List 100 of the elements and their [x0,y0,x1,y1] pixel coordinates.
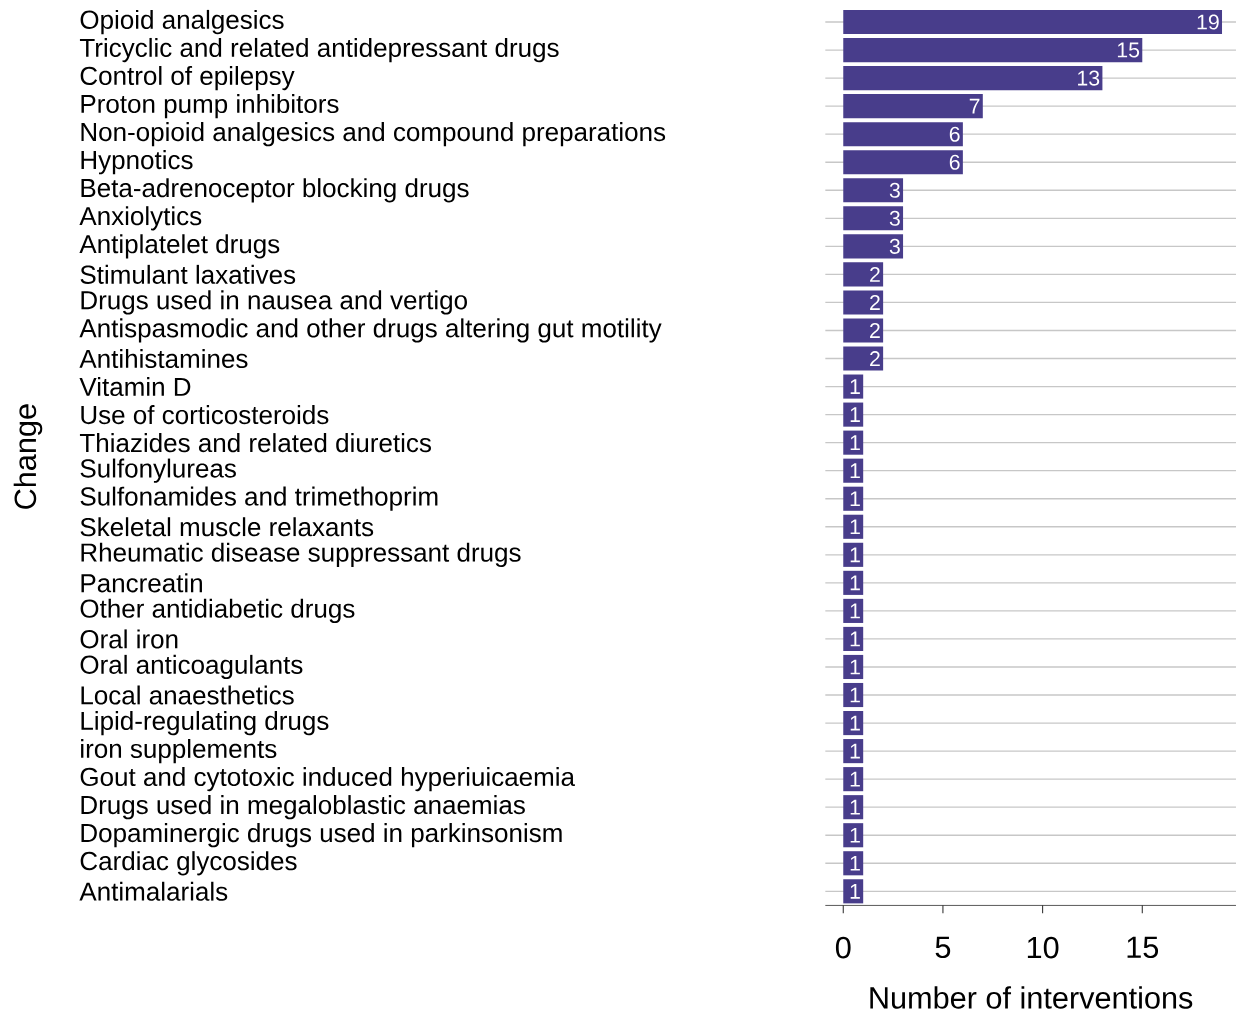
y-tick-label: Vitamin D [79,377,191,397]
data-label: 1 [850,603,860,619]
data-label: 1 [850,883,860,899]
y-tick-label: iron supplements [81,738,277,764]
y-tick-label: Rheumatic disease suppressant drugs [81,542,521,567]
bar [843,346,884,371]
x-tick-label: 0 [835,936,851,959]
bar [843,318,884,343]
data-label: 2 [870,323,880,338]
x-tick-label: 15 [1127,936,1159,959]
y-tick-label: Non-opioid analgesics and compound preparations [81,122,666,147]
bar [843,38,1143,63]
data-label: 1 [850,827,860,843]
bar [843,542,864,567]
bar [843,262,884,287]
x-tick-label: 10 [1027,936,1059,959]
bar [843,682,864,708]
y-tick-label: Thiazides and related diuretics [79,433,431,453]
bar [843,598,864,623]
y-tick-label: Hypnotics [81,150,193,175]
y-tick-label: Use of corticosteroids [81,405,329,425]
y-tick-label: Opioid analgesics [80,9,284,35]
bar [843,234,904,259]
y-tick-label: Proton pump inhibitors [81,94,339,119]
data-label: 1 [850,575,860,591]
y-tick-label: Antimalarials [79,881,228,901]
bar [843,178,904,203]
y-tick-label: Tricyclic and related antidepressant drugs [79,37,559,63]
y-tick-label: Sulfonamides and trimethoprim [80,486,438,511]
data-label: 1 [850,799,860,815]
data-label: 15 [1117,42,1140,58]
bar [843,66,1103,91]
bar [843,150,963,175]
bar [843,402,864,427]
y-tick-label: Drugs used in megaloblastic anaemias [81,795,525,820]
data-label: 1 [850,743,860,759]
data-label: 1 [850,379,860,394]
bar [843,570,864,595]
data-label: 1 [850,631,860,647]
data-label: 2 [870,266,880,282]
y-tick-label: Stimulant laxatives [80,264,296,284]
data-label: 19 [1197,14,1219,30]
y-axis-title: Change [13,404,43,509]
y-tick-label: Oral iron [80,629,178,649]
data-label: 1 [850,547,860,563]
bar [843,94,983,119]
y-tick-label: Control of epilepsy [80,65,295,91]
y-tick-label: Pancreatin [81,573,202,593]
data-label: 1 [850,519,860,535]
y-tick-label: Beta-adrenoceptor blocking drugs [81,178,469,203]
bar [843,851,864,876]
y-tick-label: Lipid-regulating drugs [81,710,329,736]
y-tick-label: Local anaesthetics [81,685,294,705]
data-label: 1 [850,435,860,450]
data-label: 1 [850,659,860,675]
y-tick-label: Sulfonylureas [80,458,236,483]
x-tick-label: 5 [935,936,951,959]
bar [843,739,864,764]
bar [843,767,864,792]
y-tick-label: Gout and cytotoxic induced hyperiuicaemia [80,767,575,792]
bar [843,879,864,904]
data-label: 3 [889,182,900,198]
data-label: 7 [969,98,980,114]
y-tick-label: Antiplatelet drugs [79,234,280,259]
data-label: 3 [889,210,900,226]
y-tick-label: Other antidiabetic drugs [80,598,355,624]
bar [843,122,963,147]
data-label: 1 [850,407,860,422]
bar [843,711,864,736]
y-tick-label: Antispasmodic and other drugs altering gut motility [79,318,662,343]
bar [843,654,864,680]
bar [843,430,864,455]
data-label: 2 [870,351,880,366]
data-label: 13 [1078,70,1100,86]
bar [843,290,884,315]
data-label: 1 [850,715,860,731]
bar [843,206,904,231]
bar [843,626,864,651]
bar [843,9,1223,35]
data-label: 6 [949,126,960,142]
y-tick-label: Skeletal muscle relaxants [80,517,374,537]
y-tick-label: Oral anticoagulants [80,654,303,680]
data-label: 6 [949,154,960,170]
data-label: 1 [850,771,860,787]
data-label: 2 [870,295,880,310]
data-label: 1 [850,491,860,507]
bar [843,458,864,483]
bar [843,823,864,848]
bar [843,374,864,399]
bar [843,514,864,539]
data-label: 1 [850,463,860,479]
x-axis-title: Number of interventions [870,986,1193,1009]
y-tick-label: Antihistamines [79,348,248,369]
data-label: 1 [850,687,860,703]
data-label: 3 [889,238,900,254]
y-tick-label: Drugs used in nausea and vertigo [81,290,467,315]
y-tick-label: Dopaminergic drugs used in parkinsonism [81,823,562,848]
y-tick-label: Cardiac glycosides [80,851,297,876]
y-tick-label: Anxiolytics [79,206,202,231]
data-label: 1 [850,855,860,871]
